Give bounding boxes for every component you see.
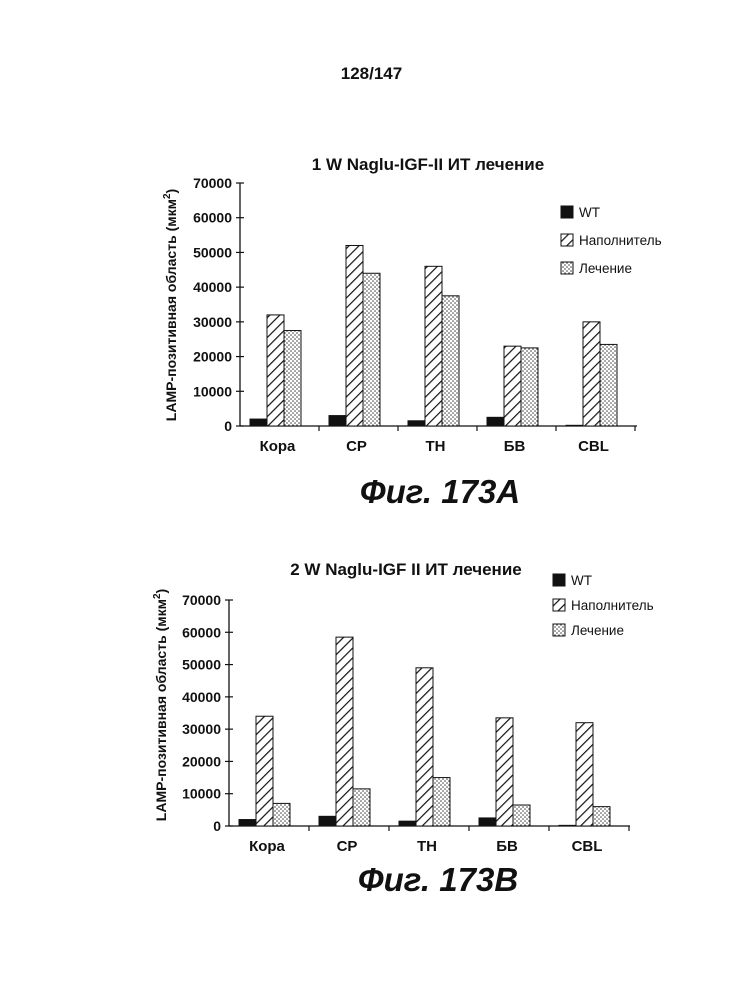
legend-swatch-dots [561,262,573,274]
legend: WT Наполнитель Лечение [561,205,662,276]
bar-solid-4 [479,818,496,826]
y-tick-label: 30000 [182,721,221,737]
y-axis-label-close: ) [153,589,169,594]
legend-swatch-hatch [561,234,573,246]
chart-title: 2 W Naglu-IGF II ИТ лечение [290,560,521,579]
x-category-label: CBL [578,438,609,455]
bar-hatch-5 [576,723,593,826]
y-tick-label: 60000 [182,624,221,640]
figure-canvas: 1 W Naglu-IGF-II ИТ лечение 0 10000 20000 30… [0,0,743,1000]
y-tick-label: 0 [213,818,221,834]
bar-dots-2 [353,789,370,826]
x-category-label: CBL [572,838,603,855]
bar-hatch-4 [496,718,513,826]
bar-hatch-3 [425,266,442,426]
bar-dots-4 [513,805,530,826]
bar-dots-5 [600,344,617,426]
bar-solid-1 [239,820,256,826]
legend-label: Наполнитель [579,233,662,248]
y-tick-label: 60000 [193,210,232,226]
x-category-label: СР [346,438,367,455]
y-axis-label: LAMP-позитивная область (мкм2) [152,589,169,821]
bar-dots-1 [273,803,290,826]
chart-1: 1 W Naglu-IGF-II ИТ лечение 0 10000 20000 30… [162,155,662,510]
x-category-label: Кора [249,838,285,855]
x-category-label: Кора [260,438,296,455]
y-tick-label: 50000 [182,657,221,673]
bar-solid-2 [319,816,336,826]
legend-label: WT [571,573,592,588]
bar-hatch-2 [336,637,353,826]
bar-hatch-1 [256,716,273,826]
bar-dots-1 [284,331,301,426]
y-tick-label: 70000 [182,592,221,608]
legend-label: Лечение [571,623,624,638]
y-tick-label: 10000 [193,383,232,399]
bar-dots-5 [593,807,610,826]
bar-hatch-2 [346,245,363,426]
x-category-label: ТН [417,838,437,855]
chart-title: 1 W Naglu-IGF-II ИТ лечение [312,155,544,174]
x-category-label: БВ [496,838,518,855]
bar-dots-4 [521,348,538,426]
bar-dots-3 [433,778,450,826]
bar-hatch-1 [267,315,284,426]
bar-solid-1 [250,419,267,426]
bar-hatch-4 [504,346,521,426]
y-axis-label-close: ) [163,189,179,194]
bar-hatch-3 [416,668,433,826]
legend: WT Наполнитель Лечение [553,573,654,638]
y-tick-label: 70000 [193,175,232,191]
y-tick-label: 40000 [193,279,232,295]
y-tick-label: 20000 [182,753,221,769]
x-category-label: ТН [426,438,446,455]
y-tick-label: 10000 [182,786,221,802]
figure-label: Фиг. 173A [360,473,520,510]
legend-label: Наполнитель [571,598,654,613]
x-category-label: БВ [504,438,526,455]
y-tick-label: 0 [224,418,232,434]
legend-swatch-hatch [553,599,565,611]
figure-label: Фиг. 173B [358,861,518,898]
y-tick-label: 50000 [193,244,232,260]
bar-hatch-5 [583,322,600,426]
legend-swatch-solid [561,206,573,218]
legend-swatch-dots [553,624,565,636]
legend-swatch-solid [553,574,565,586]
bar-solid-3 [399,821,416,826]
x-category-label: СР [337,838,358,855]
legend-label: Лечение [579,261,632,276]
y-tick-label: 20000 [193,349,232,365]
bar-dots-3 [442,296,459,426]
y-tick-label: 40000 [182,689,221,705]
bar-solid-3 [408,421,425,426]
y-tick-label: 30000 [193,314,232,330]
y-axis-label: LAMP-позитивная область (мкм2) [162,189,179,421]
legend-label: WT [579,205,600,220]
bar-dots-2 [363,273,380,426]
bar-solid-5 [559,825,576,826]
bar-solid-5 [566,425,583,426]
y-axis-label-text: LAMP-позитивная область (мкм [153,599,169,821]
bar-solid-4 [487,417,504,426]
bar-solid-2 [329,416,346,426]
chart-2: 2 W Naglu-IGF II ИТ лечение 0 10000 20000 30… [152,560,654,898]
y-axis-label-text: LAMP-позитивная область (мкм [163,199,179,421]
